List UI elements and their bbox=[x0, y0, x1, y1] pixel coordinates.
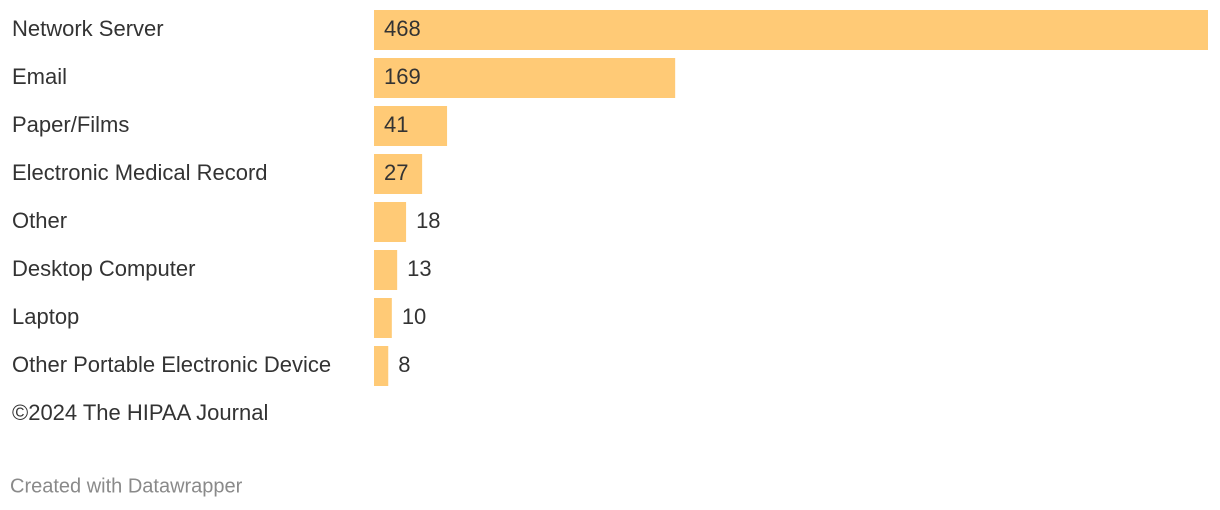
bar bbox=[374, 154, 423, 194]
category-label: Desktop Computer bbox=[12, 256, 195, 281]
value-label: 18 bbox=[416, 208, 440, 233]
category-label: Email bbox=[12, 64, 67, 89]
category-label: Other bbox=[12, 208, 67, 233]
category-label: Other Portable Electronic Device bbox=[12, 352, 331, 377]
value-label: 27 bbox=[384, 160, 408, 185]
category-label: Laptop bbox=[12, 304, 79, 329]
bar bbox=[374, 202, 407, 242]
value-label: 8 bbox=[398, 352, 410, 377]
bar bbox=[374, 298, 392, 338]
value-label: 10 bbox=[402, 304, 426, 329]
bar bbox=[374, 250, 398, 290]
category-label: Network Server bbox=[12, 16, 164, 41]
value-label: 468 bbox=[384, 16, 421, 41]
value-label: 13 bbox=[407, 256, 431, 281]
footer: Created with Datawrapper bbox=[10, 475, 243, 497]
bar bbox=[374, 346, 389, 386]
category-label: Electronic Medical Record bbox=[12, 160, 268, 185]
bar bbox=[374, 106, 448, 146]
bar bbox=[374, 58, 676, 98]
value-label: 41 bbox=[384, 112, 408, 137]
value-label: 169 bbox=[384, 64, 421, 89]
source-note: ©2024 The HIPAA Journal bbox=[12, 400, 268, 425]
category-label: Paper/Films bbox=[12, 112, 129, 137]
bar bbox=[374, 10, 1208, 50]
